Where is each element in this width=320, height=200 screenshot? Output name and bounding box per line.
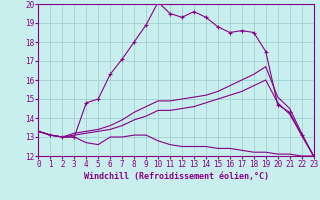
X-axis label: Windchill (Refroidissement éolien,°C): Windchill (Refroidissement éolien,°C): [84, 172, 268, 181]
